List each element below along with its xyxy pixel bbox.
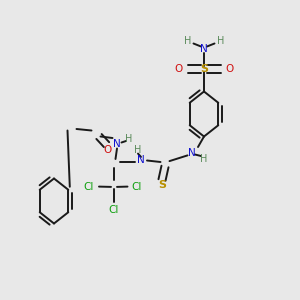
Text: H: H (184, 35, 191, 46)
Text: H: H (200, 154, 208, 164)
Text: H: H (125, 134, 133, 145)
Text: O: O (104, 145, 112, 155)
Text: N: N (137, 155, 145, 166)
Text: S: S (200, 64, 208, 74)
Text: N: N (188, 148, 196, 158)
Text: O: O (225, 64, 234, 74)
Text: S: S (158, 179, 166, 190)
Text: H: H (134, 145, 142, 155)
Text: N: N (113, 139, 121, 149)
Text: N: N (200, 44, 208, 55)
Text: O: O (174, 64, 183, 74)
Text: Cl: Cl (109, 205, 119, 215)
Text: Cl: Cl (83, 182, 94, 193)
Text: H: H (217, 35, 224, 46)
Text: Cl: Cl (131, 182, 142, 193)
